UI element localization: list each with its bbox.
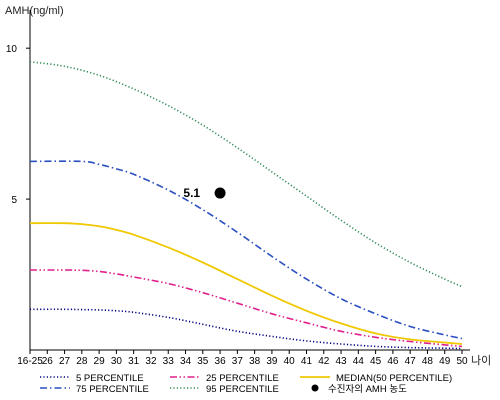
legend-label: MEDIAN(50 PERCENTILE) [336,373,452,384]
x-tick-label: 35 [197,356,209,367]
legend-label: 75 PERCENTILE [76,384,149,395]
patient-amh-point [214,187,226,199]
y-axis-title: AMH(ng/ml) [5,5,64,17]
x-tick-label: 31 [128,356,140,367]
x-tick-label: 39 [266,356,278,367]
x-tick-label: 40 [284,356,296,367]
x-tick-label: 42 [318,356,330,367]
x-tick-label: 38 [249,356,261,367]
series-line-25-percentile [30,269,463,348]
x-tick-label: 41 [301,356,313,367]
series-line-median-50-percentile [29,222,463,345]
x-tick-label: 46 [387,356,399,367]
x-tick-label: 48 [422,356,434,367]
patient-amh-value-label: 5.1 [183,186,200,200]
legend-label: 95 PERCENTILE [206,384,279,395]
y-axis-ticks: 5 10 [6,44,30,206]
legend-label: 5 PERCENTILE [76,373,144,384]
series-line-95-percentile [29,61,463,288]
x-tick-label: 47 [405,356,417,367]
x-tick-label: 32 [145,356,157,367]
x-tick-label: 16-25 [17,356,43,367]
series-lines [29,61,463,350]
x-tick-label: 29 [94,356,106,367]
legend-label: 25 PERCENTILE [206,373,279,384]
x-tick-label: 50 [456,356,468,367]
x-tick-label: 45 [370,356,382,367]
legend-swatch--amh [311,384,319,392]
legend: 5 PERCENTILE 25 PERCENTILE MEDIAN(50 PERCE… [40,373,452,395]
x-tick-label: 44 [353,356,365,367]
y-tick-label: 10 [6,44,18,55]
x-tick-label: 43 [335,356,347,367]
series-line-5-percentile [29,308,463,350]
x-tick-label: 37 [232,356,244,367]
x-tick-label: 30 [111,356,123,367]
axes [29,10,470,351]
x-tick-label: 27 [59,356,71,367]
x-tick-label: 49 [439,356,451,367]
x-tick-label: 33 [163,356,175,367]
x-tick-label: 36 [215,356,227,367]
y-tick-label: 5 [11,195,17,206]
x-axis-title: 나이 [471,354,491,367]
x-tick-label: 28 [76,356,88,367]
x-tick-label: 26 [42,356,54,367]
legend-label: 수진자의 AMH 농도 [328,384,407,395]
series-line-75-percentile [29,160,463,340]
x-tick-label: 34 [180,356,192,367]
patient-marker: 5.1 [183,186,226,200]
